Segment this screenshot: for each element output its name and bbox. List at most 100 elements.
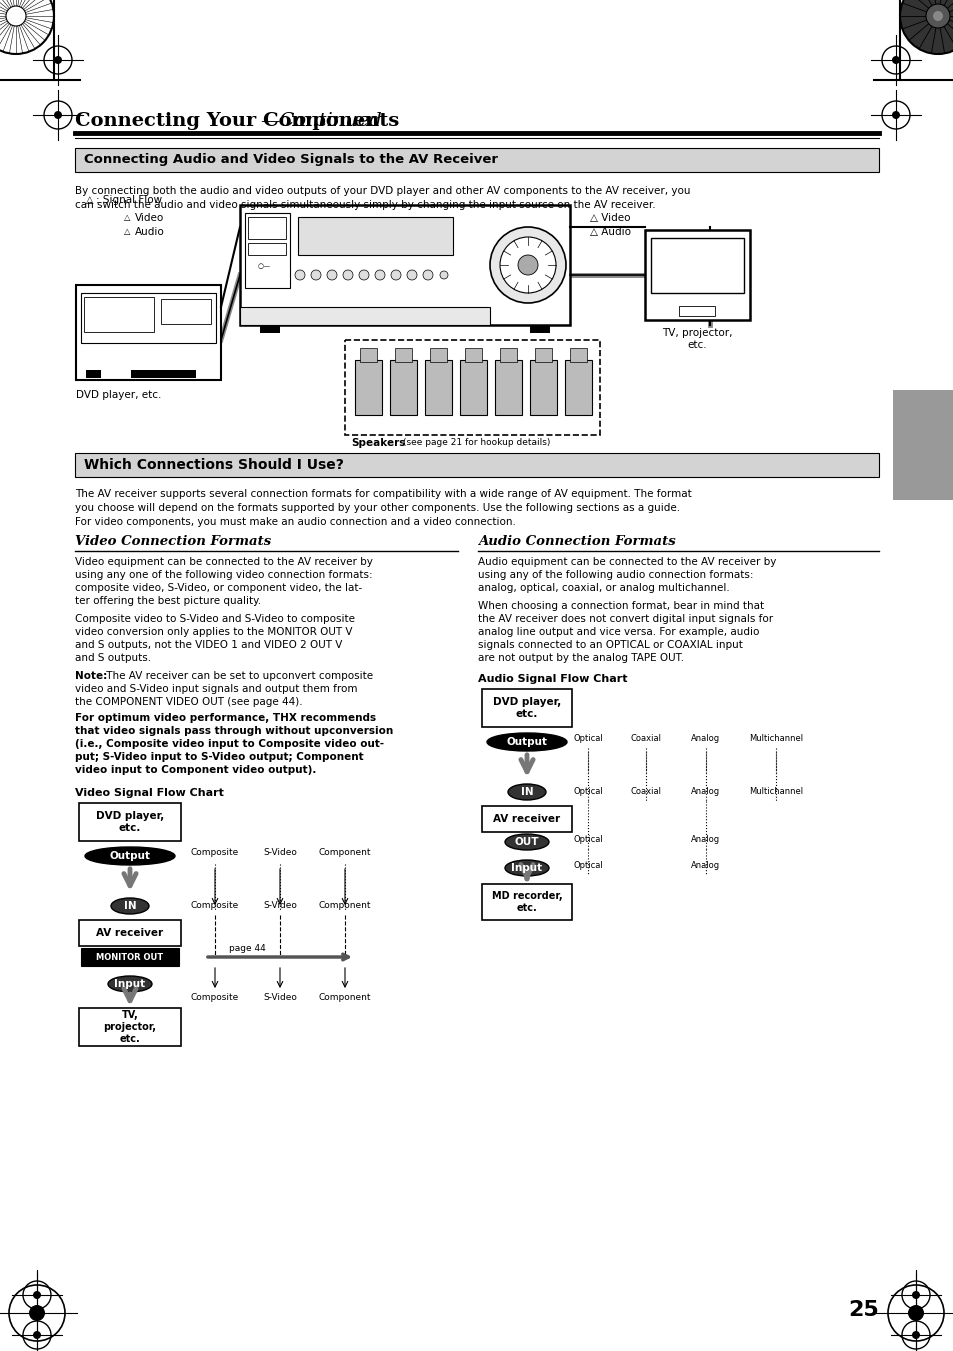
Circle shape: [6, 5, 26, 26]
Text: —Continued: —Continued: [260, 112, 381, 130]
Text: Multichannel: Multichannel: [748, 788, 802, 796]
FancyBboxPatch shape: [79, 920, 181, 946]
Text: DVD player, etc.: DVD player, etc.: [76, 390, 161, 400]
Text: DVD player,
etc.: DVD player, etc.: [95, 811, 164, 832]
Text: Analog: Analog: [691, 835, 720, 844]
Text: Optical: Optical: [573, 835, 602, 844]
Circle shape: [899, 0, 953, 54]
Text: using any of the following audio connection formats:: using any of the following audio connect…: [477, 570, 753, 580]
Text: △ Audio: △ Audio: [589, 227, 630, 236]
Text: Video equipment can be connected to the AV receiver by: Video equipment can be connected to the …: [75, 557, 373, 567]
Text: (see page 21 for hookup details): (see page 21 for hookup details): [402, 438, 550, 447]
Bar: [495, 359, 521, 415]
Text: Composite: Composite: [191, 901, 239, 911]
Text: Component: Component: [318, 993, 371, 1002]
Bar: [355, 359, 381, 415]
Bar: [530, 326, 550, 332]
Text: When choosing a connection format, bear in mind that: When choosing a connection format, bear …: [477, 601, 763, 611]
Circle shape: [327, 270, 336, 280]
Ellipse shape: [507, 784, 545, 800]
Text: S-Video: S-Video: [263, 901, 296, 911]
Text: IN: IN: [124, 901, 136, 911]
Text: Composite video to S-Video and S-Video to composite: Composite video to S-Video and S-Video t…: [75, 613, 355, 624]
Bar: [240, 307, 490, 326]
Bar: [390, 359, 416, 415]
Bar: [161, 299, 211, 324]
Bar: [84, 297, 153, 332]
Bar: [424, 359, 452, 415]
Bar: [644, 230, 749, 320]
Bar: [81, 293, 215, 343]
Ellipse shape: [111, 898, 149, 915]
Text: Analog: Analog: [691, 788, 720, 796]
Circle shape: [391, 270, 400, 280]
Text: Multichannel: Multichannel: [748, 734, 802, 743]
FancyBboxPatch shape: [481, 689, 572, 727]
Text: the COMPONENT VIDEO OUT (see page 44).: the COMPONENT VIDEO OUT (see page 44).: [75, 697, 302, 707]
Text: Audio equipment can be connected to the AV receiver by: Audio equipment can be connected to the …: [477, 557, 776, 567]
Bar: [459, 359, 486, 415]
Text: and S outputs, not the VIDEO 1 and VIDEO 2 OUT V: and S outputs, not the VIDEO 1 and VIDEO…: [75, 640, 342, 650]
Circle shape: [932, 11, 942, 22]
Ellipse shape: [85, 847, 174, 865]
Bar: [345, 340, 599, 435]
Text: signals connected to an OPTICAL or COAXIAL input: signals connected to an OPTICAL or COAXI…: [477, 640, 742, 650]
Text: S-Video: S-Video: [263, 993, 296, 1002]
Text: TV,
projector,
etc.: TV, projector, etc.: [103, 1011, 156, 1043]
Text: put; S-Video input to S-Video output; Component: put; S-Video input to S-Video output; Co…: [75, 753, 363, 762]
Bar: [240, 205, 569, 326]
Text: MD recorder,
etc.: MD recorder, etc.: [491, 892, 561, 913]
Text: For video components, you must make an audio connection and a video connection.: For video components, you must make an a…: [75, 517, 516, 527]
Circle shape: [499, 236, 556, 293]
FancyBboxPatch shape: [481, 807, 572, 832]
Circle shape: [343, 270, 353, 280]
Ellipse shape: [108, 975, 152, 992]
Bar: [530, 359, 557, 415]
Bar: [499, 349, 517, 362]
Text: AV receiver: AV receiver: [96, 928, 163, 938]
Bar: [248, 243, 286, 255]
Text: Input: Input: [114, 979, 146, 989]
Text: Analog: Analog: [691, 861, 720, 870]
Text: Note:: Note:: [75, 671, 107, 681]
Circle shape: [33, 1292, 41, 1300]
FancyBboxPatch shape: [79, 802, 181, 842]
Bar: [395, 349, 412, 362]
Ellipse shape: [504, 861, 548, 875]
Circle shape: [54, 55, 62, 63]
Text: △: △: [123, 227, 130, 236]
Text: MONITOR OUT: MONITOR OUT: [96, 952, 163, 962]
Text: video input to Component video output).: video input to Component video output).: [75, 765, 316, 775]
Text: IN: IN: [520, 788, 533, 797]
Text: For optimum video performance, THX recommends: For optimum video performance, THX recom…: [75, 713, 375, 723]
Circle shape: [33, 1331, 41, 1339]
Circle shape: [891, 111, 899, 119]
Circle shape: [925, 4, 949, 28]
FancyBboxPatch shape: [481, 884, 572, 920]
Text: Coaxial: Coaxial: [630, 734, 660, 743]
Text: 25: 25: [847, 1300, 878, 1320]
Text: By connecting both the audio and video outputs of your DVD player and other AV c: By connecting both the audio and video o…: [75, 186, 690, 196]
Bar: [359, 349, 376, 362]
Circle shape: [358, 270, 369, 280]
Circle shape: [407, 270, 416, 280]
Circle shape: [29, 1305, 45, 1321]
Text: Video Connection Formats: Video Connection Formats: [75, 535, 271, 549]
Text: △: △: [86, 195, 93, 205]
Circle shape: [907, 1305, 923, 1321]
Text: Output: Output: [110, 851, 151, 861]
Circle shape: [891, 55, 899, 63]
Text: DVD player,
etc.: DVD player, etc.: [493, 697, 560, 719]
Text: Output: Output: [506, 738, 547, 747]
Circle shape: [911, 1292, 919, 1300]
Circle shape: [294, 270, 305, 280]
Text: The AV receiver can be set to upconvert composite: The AV receiver can be set to upconvert …: [103, 671, 373, 681]
Text: Video: Video: [135, 213, 164, 223]
Text: S-Video: S-Video: [263, 848, 296, 857]
Text: using any one of the following video connection formats:: using any one of the following video con…: [75, 570, 373, 580]
Circle shape: [311, 270, 320, 280]
Bar: [76, 285, 221, 380]
Text: TV, projector,
etc.: TV, projector, etc.: [661, 328, 732, 350]
Text: △: △: [123, 213, 130, 222]
Text: △ Video: △ Video: [589, 213, 630, 223]
